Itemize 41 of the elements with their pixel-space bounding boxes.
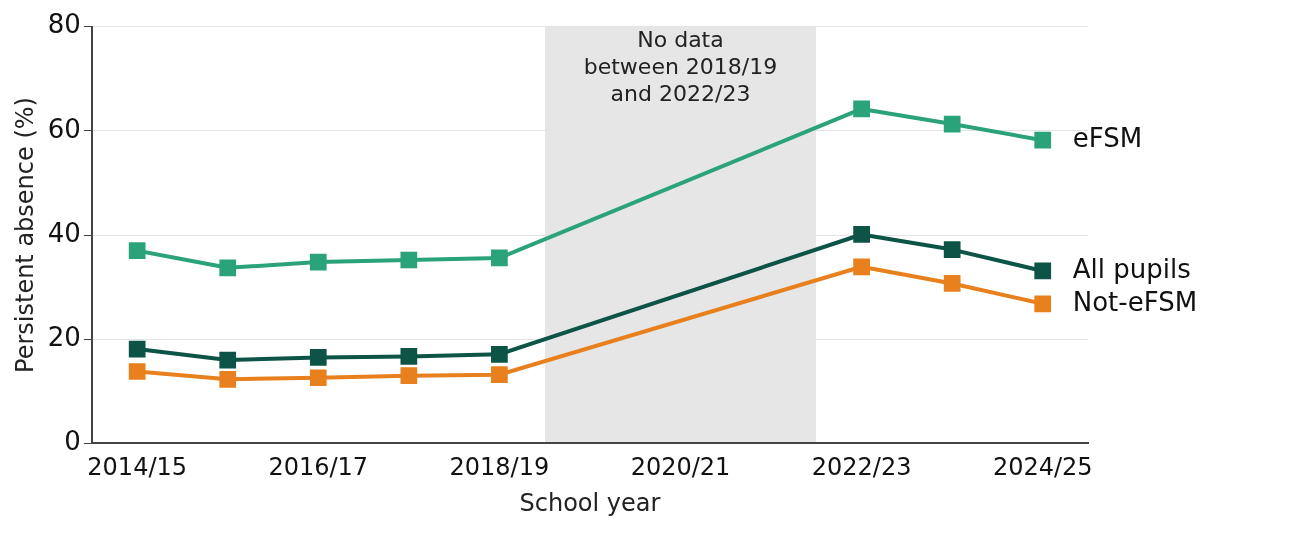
- series-label: All pupils: [1072, 253, 1191, 284]
- point: [128, 340, 146, 358]
- x-tick-label: 2024/25: [992, 453, 1093, 482]
- point: [1034, 295, 1052, 313]
- x-tick-label: 2020/21: [630, 453, 731, 482]
- point: [309, 253, 327, 271]
- point: [309, 369, 327, 387]
- y-axis-title: Persistent absence (%): [10, 97, 39, 373]
- y-tick-label: 60: [47, 113, 81, 144]
- point: [400, 367, 418, 385]
- y-tick-label: 40: [47, 217, 81, 248]
- x-axis-title: School year: [519, 488, 661, 517]
- y-tick-label: 20: [47, 321, 81, 352]
- series-label: eFSM: [1072, 122, 1143, 153]
- point: [943, 115, 961, 133]
- x-tick-label: 2014/15: [87, 453, 188, 482]
- point: [400, 348, 418, 365]
- x-tick-label: 2018/19: [449, 453, 550, 482]
- y-tick-label: 80: [47, 9, 81, 40]
- point: [219, 351, 237, 369]
- point: [309, 349, 327, 366]
- point: [491, 345, 508, 363]
- point: [853, 100, 870, 118]
- point: [219, 259, 237, 277]
- point: [943, 275, 961, 292]
- point: [128, 242, 146, 259]
- point: [853, 258, 870, 276]
- point: [491, 366, 508, 383]
- series-label: Not-eFSM: [1072, 286, 1198, 317]
- point: [219, 370, 237, 388]
- point: [853, 226, 870, 243]
- point: [491, 249, 508, 267]
- point: [400, 251, 418, 269]
- point: [943, 241, 961, 258]
- x-tick-label: 2016/17: [268, 453, 369, 482]
- annotation: No data between 2018/19 and 2022/23: [583, 27, 778, 107]
- point: [128, 363, 146, 380]
- y-tick-label: 0: [64, 426, 81, 457]
- point: [1034, 131, 1052, 149]
- x-tick-label: 2022/23: [811, 453, 912, 482]
- point: [1034, 262, 1052, 280]
